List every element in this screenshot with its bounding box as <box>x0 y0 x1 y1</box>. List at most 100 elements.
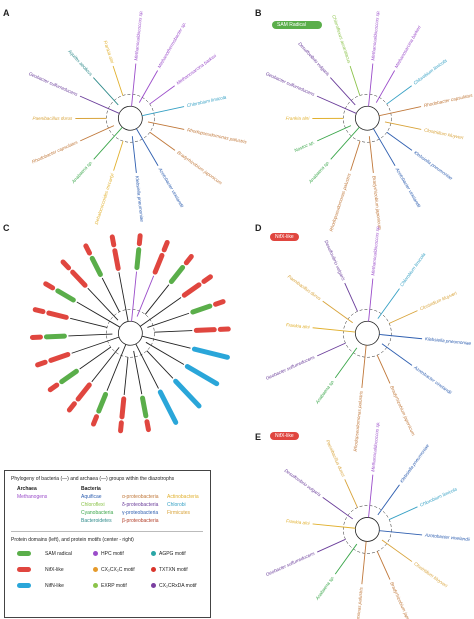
sam-radical-tag: SAM Radical <box>272 21 322 29</box>
tree-inner-ring <box>106 309 155 358</box>
motif-dot-exrp <box>93 583 98 588</box>
domain-bar-sam <box>96 391 109 414</box>
tree-tip-label: Rhodobacter capsulatus <box>423 93 473 109</box>
domain-bar-nifx <box>109 234 117 248</box>
domain-bar-sam <box>43 333 67 340</box>
tree-branch <box>361 345 367 389</box>
domain-bar-sam <box>168 264 186 285</box>
tree-tip-label: Klebsiella pneumoniae <box>134 176 144 223</box>
tree-branch <box>368 63 374 107</box>
tree-tip-label: Paenibacillus durus <box>287 274 323 302</box>
tree-tip-label: Azotobacter vinelandii <box>157 166 185 209</box>
legend-phylogeny-title: Phylogeny of bacteria (—) and archaea (—… <box>11 476 175 482</box>
tree-branch <box>361 541 367 585</box>
tree-tip-label: Clostridium kluyveri <box>413 561 449 589</box>
motif-dot-txtxn <box>151 567 156 572</box>
nifx-like-tag-e: NifX-like <box>270 432 299 440</box>
legend-domain-nifx-like: NifX-like <box>45 567 64 573</box>
domain-bar-nifx <box>136 233 143 247</box>
tree-branch <box>378 106 422 117</box>
domain-bar-sam <box>134 247 142 271</box>
tree-branch <box>330 77 356 106</box>
tree-branch <box>376 551 391 580</box>
tree-inner-ring <box>343 505 392 554</box>
legend-motif-cx2crxda: CX₂CRxDA motif <box>159 583 197 589</box>
tree-branch <box>80 125 115 142</box>
tree-branch <box>87 287 119 321</box>
tree-tip-label: Rhodopseudomonas palustris <box>353 390 364 452</box>
domain-bar-nifx <box>201 274 213 284</box>
tree-branch <box>101 277 120 313</box>
tree-inner-ring <box>106 94 155 143</box>
tree-branch <box>368 474 374 518</box>
phylogenetic-tree-e: Methanocaldococcus sp. Klebsiella pneumon… <box>265 421 471 619</box>
tree-branch <box>373 128 396 166</box>
legend-taxon-gamma-proteobacteria: γ-proteobacteria <box>122 510 159 516</box>
legend-archaea-header: Archaea <box>17 486 37 492</box>
tree-tip-label: Geobacter sulfurreducens <box>265 71 316 97</box>
phylogenetic-tree-a: Methanocaldococcus sp. Methanothermobacte… <box>28 10 248 225</box>
tree-tip-label: Nostoc sp. <box>294 140 316 153</box>
tree-branch <box>118 272 129 322</box>
tree-branch <box>389 506 418 520</box>
tree-branch <box>334 543 358 575</box>
domain-bar-nifx <box>75 382 92 402</box>
tree-branch <box>149 85 175 105</box>
tree-branch <box>317 125 352 142</box>
legend-taxon-alpha-proteobacteria: α-proteobacteria <box>122 494 159 500</box>
domain-bar-sam <box>55 288 76 303</box>
tree-branch <box>350 140 361 171</box>
tree-tip-label: Methanocaldococcus sp. <box>133 10 143 61</box>
domain-bar-nifx <box>32 307 46 315</box>
legend-domains-title: Protein domains (left), and protein moti… <box>11 537 134 543</box>
domain-bar-nifn <box>173 378 202 409</box>
tree-tip-label: Anabaena sp. <box>314 379 335 406</box>
tree-branch <box>317 342 346 357</box>
tree-branch <box>71 336 120 354</box>
tree-tip-label: Geobacter sulfurreducens <box>265 550 316 577</box>
domain-bar-nifx <box>112 248 121 271</box>
domain-bar-nifx <box>35 359 48 368</box>
domain-bar-nifx <box>70 269 88 288</box>
motif-dot-agpg <box>151 551 156 556</box>
tree-tip-label: Methanothermobacter sp. <box>157 21 187 69</box>
tree-branch <box>344 282 358 312</box>
tree-branch <box>154 330 193 333</box>
tree-branch <box>76 301 121 328</box>
legend-motif-exrp: EXRP motif <box>101 583 127 589</box>
domain-bar-nifx <box>118 420 124 434</box>
tree-branch <box>379 334 423 340</box>
tree-branch <box>131 63 137 107</box>
tree-hub <box>354 320 380 346</box>
tree-tip-label: Desulfovibrio vulgaris <box>324 239 347 281</box>
legend-taxon-beta-proteobacteria: β-proteobacteria <box>122 518 159 524</box>
tree-tip-label: Aquifex aeolicus <box>67 48 94 77</box>
domain-swatch-sam-radical <box>17 551 31 556</box>
tree-branch <box>145 341 185 365</box>
tree-branch <box>123 357 129 395</box>
phylogenetic-tree-c <box>29 233 231 434</box>
panel-letter-e: E <box>255 432 262 442</box>
tree-tip-label: Frankia alni <box>286 322 311 329</box>
tree-branch <box>377 484 400 516</box>
tree-tip-label: Clostridium kluyveri <box>419 290 458 311</box>
legend-taxon-chloroflexi: Chloroflexi <box>81 502 105 508</box>
tree-tip-label: Azotobacter vinelandii <box>424 532 471 542</box>
domain-bar-nifx <box>46 310 69 320</box>
panel-letter-a: A <box>3 8 10 18</box>
tree-tip-label: Desulfovibrio vulgaris <box>297 41 331 77</box>
tree-branch <box>389 310 418 324</box>
legend-taxon-methanogens: Methanogens <box>17 494 48 500</box>
tree-tip-label: Paenibacillus durus <box>325 439 346 478</box>
tree-branch <box>136 275 155 317</box>
domain-bar-nifx <box>213 299 226 307</box>
tree-branch <box>79 346 111 370</box>
tree-branch <box>113 140 124 171</box>
tree-branch <box>316 95 357 114</box>
tree-tip-label: Desulfovibrio vulgaris <box>284 468 323 498</box>
legend-taxon-delta-proteobacteria: δ-proteobacteria <box>122 502 159 508</box>
tree-tip-label: Paenibacillus durus <box>32 116 73 121</box>
legend-taxon-bacteroidetes: Bacteroidetes <box>81 518 112 524</box>
tree-branch <box>322 300 354 324</box>
domain-bar-nifx <box>43 281 56 291</box>
